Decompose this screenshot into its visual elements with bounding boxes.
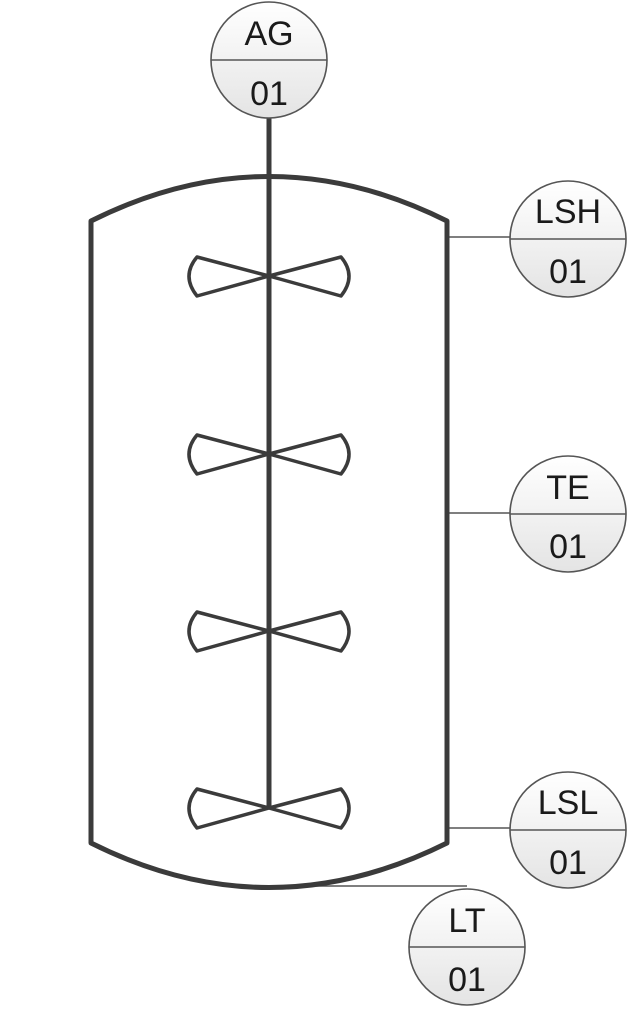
impeller — [187, 610, 351, 653]
impeller — [187, 433, 351, 476]
impeller-blade-left — [187, 433, 271, 476]
instrument-bubble-lt: LT 01 — [408, 888, 526, 1006]
instrument-loop-number: 01 — [549, 528, 587, 566]
impeller-blade-left — [187, 255, 271, 298]
instrument-function-label: TE — [546, 469, 589, 507]
impeller-blade-right — [267, 610, 351, 653]
instrument-bubble-te: TE 01 — [509, 455, 627, 573]
instrument-loop-number: 01 — [448, 961, 486, 999]
instrument-bubble-ag: AG 01 — [210, 1, 328, 119]
instrument-loop-number: 01 — [549, 844, 587, 882]
impeller-blade-right — [267, 255, 351, 298]
impeller-blade-left — [187, 610, 271, 653]
instrument-loop-number: 01 — [250, 75, 288, 113]
instrument-function-label: LSL — [538, 784, 599, 822]
impeller — [187, 787, 351, 830]
instrument-bubble-lsh: LSH 01 — [509, 180, 627, 298]
impeller-blade-right — [267, 787, 351, 830]
impeller-blade-left — [187, 787, 271, 830]
impeller — [187, 255, 351, 298]
instrument-loop-number: 01 — [549, 253, 587, 291]
instrument-function-label: AG — [244, 15, 293, 53]
instrument-bubble-lsl: LSL 01 — [509, 771, 627, 889]
impeller-blade-right — [267, 433, 351, 476]
instrument-function-label: LT — [448, 902, 485, 940]
instrument-function-label: LSH — [535, 193, 601, 231]
